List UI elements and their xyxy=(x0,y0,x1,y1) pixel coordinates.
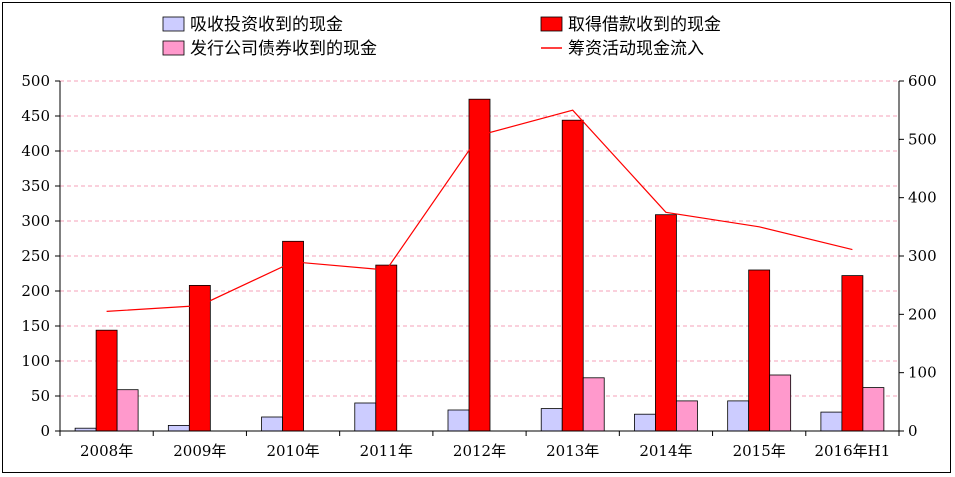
tick-label: 500 xyxy=(908,130,937,148)
bar xyxy=(354,402,377,432)
x-axis-ticks: 2008年 2009年 2010年 2011年 2012年 2013年 2014年 2015年… xyxy=(59,431,900,460)
left-axis-ticks: 0 50 100 150 200 250 300 350 400 450 500 xyxy=(21,72,60,440)
tick-label: 400 xyxy=(21,142,50,160)
tick-label: 100 xyxy=(908,364,937,382)
category-label: 2016年H1 xyxy=(814,442,890,460)
tick-label: 150 xyxy=(21,317,50,335)
tick-label: 0 xyxy=(908,422,918,440)
legend-swatch xyxy=(540,16,563,32)
tick-label: 300 xyxy=(908,247,937,265)
tick-label: 350 xyxy=(21,177,50,195)
bar xyxy=(655,214,677,432)
category-label: 2010年 xyxy=(266,442,319,460)
bar xyxy=(676,400,698,432)
category-label: 2008年 xyxy=(80,442,133,460)
bar xyxy=(582,377,605,432)
bar xyxy=(282,240,304,432)
bar xyxy=(188,284,211,432)
series-line xyxy=(106,109,853,312)
bar xyxy=(167,424,190,432)
legend-label: 吸收投资收到的现金 xyxy=(190,15,343,35)
bar xyxy=(540,408,563,432)
bar xyxy=(841,275,864,432)
bar xyxy=(468,98,491,432)
tick-label: 200 xyxy=(908,305,937,323)
category-label: 2014年 xyxy=(639,442,692,460)
tick-label: 50 xyxy=(31,387,50,405)
right-axis-ticks: 0 100 200 300 400 500 600 xyxy=(899,72,937,440)
legend-swatch xyxy=(162,16,185,32)
tick-label: 200 xyxy=(21,282,50,300)
bar xyxy=(95,329,118,432)
bar xyxy=(820,411,843,432)
tick-label: 600 xyxy=(908,72,937,90)
bar xyxy=(561,119,584,432)
tick-label: 300 xyxy=(21,212,50,230)
legend-label: 筹资活动现金流入 xyxy=(568,39,704,59)
bar xyxy=(116,389,139,432)
bar xyxy=(769,374,792,432)
category-label: 2011年 xyxy=(360,442,413,460)
category-label: 2009年 xyxy=(173,442,226,460)
tick-label: 400 xyxy=(908,189,937,207)
category-label: 2013年 xyxy=(546,442,599,460)
tick-label: 450 xyxy=(21,107,50,125)
bar xyxy=(727,400,750,432)
bar xyxy=(634,413,656,432)
line-series xyxy=(106,109,853,312)
category-label: 2012年 xyxy=(453,442,506,460)
bar xyxy=(748,269,771,432)
bar xyxy=(375,264,398,432)
bar xyxy=(261,416,283,432)
bar xyxy=(447,409,470,432)
tick-label: 500 xyxy=(21,72,50,90)
tick-label: 100 xyxy=(21,352,50,370)
category-label: 2015年 xyxy=(733,442,786,460)
tick-label: 0 xyxy=(40,422,50,440)
tick-label: 250 xyxy=(21,247,50,265)
legend-label: 发行公司债券收到的现金 xyxy=(190,39,377,59)
legend-swatch xyxy=(162,40,185,56)
bars xyxy=(74,98,885,432)
legend-label: 取得借款收到的现金 xyxy=(568,15,721,35)
bar xyxy=(862,387,885,432)
